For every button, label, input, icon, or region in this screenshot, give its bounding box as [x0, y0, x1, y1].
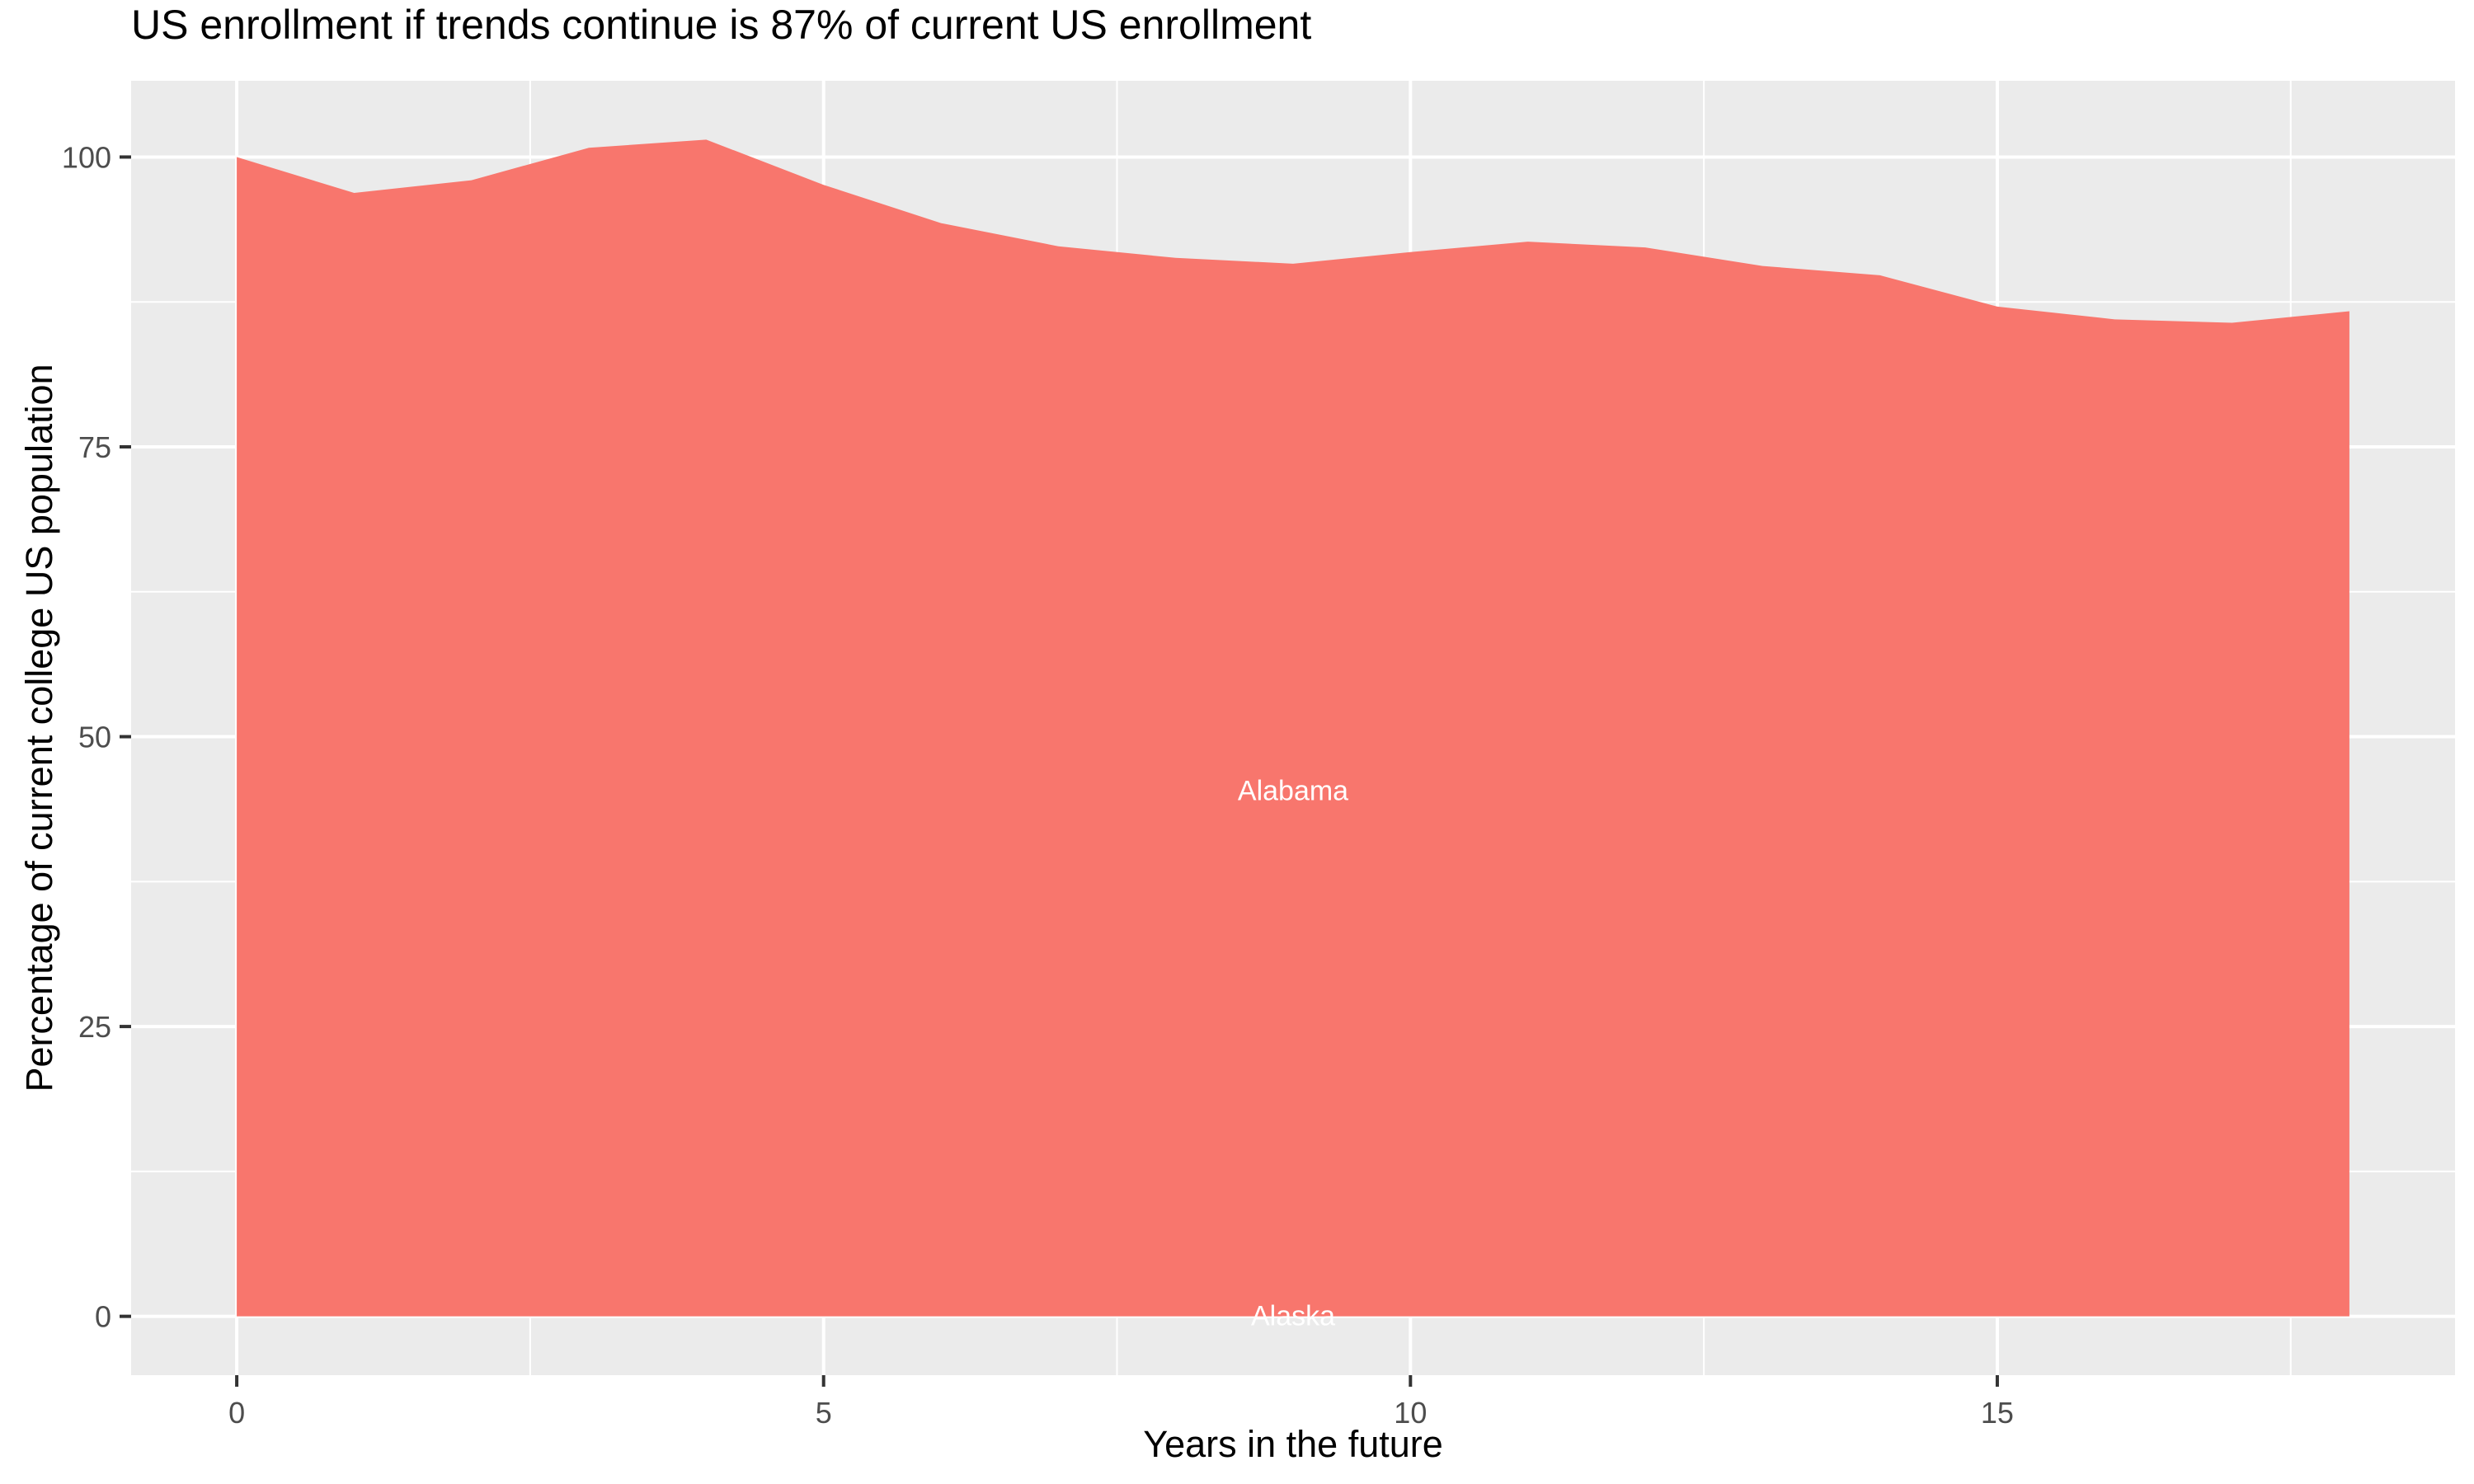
y-tick-label: 75 — [78, 430, 111, 464]
x-tick-label: 5 — [816, 1396, 832, 1430]
y-tick-label: 0 — [95, 1300, 111, 1334]
chart-title: US enrollment if trends continue is 87% … — [131, 2, 1312, 48]
area-alabama — [237, 139, 2349, 1317]
y-tick-label: 100 — [62, 140, 111, 174]
y-tick-label: 50 — [78, 721, 111, 754]
y-tick-label: 25 — [78, 1010, 111, 1044]
x-axis-title: Years in the future — [1143, 1423, 1443, 1465]
area-label-alaska: Alaska — [1251, 1301, 1335, 1332]
y-axis-title: Percentage of current college US populat… — [18, 364, 60, 1092]
x-tick-label: 10 — [1394, 1396, 1427, 1430]
x-tick-label: 15 — [1981, 1396, 2014, 1430]
x-tick-label: 0 — [228, 1396, 245, 1430]
area-label-alabama: Alabama — [1238, 776, 1348, 807]
